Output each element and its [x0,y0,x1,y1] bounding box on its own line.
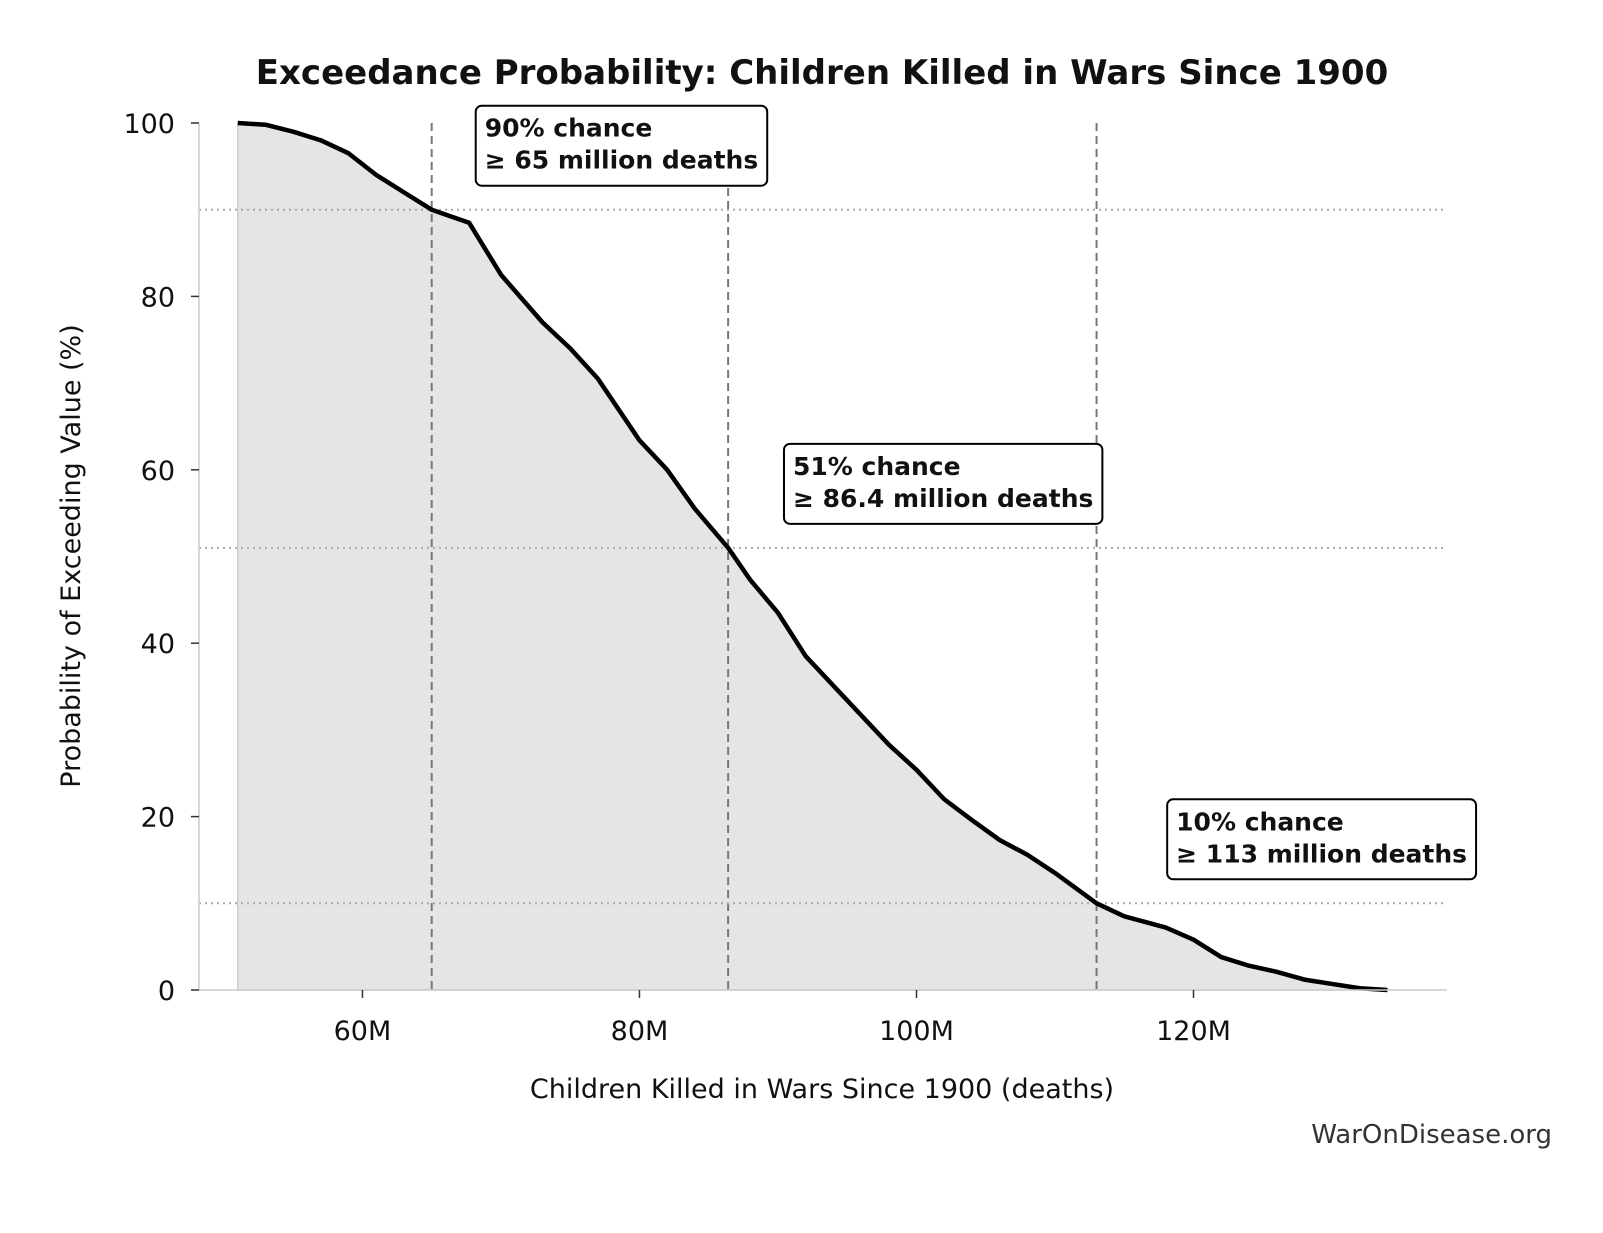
y-axis-label: Probability of Exceeding Value (%) [56,324,87,787]
x-axis-label: Children Killed in Wars Since 1900 (deat… [530,1074,1114,1105]
y-tick-label: 60 [141,456,175,487]
y-tick-label: 0 [158,976,175,1007]
line [237,120,1388,993]
annotation-box [474,104,769,187]
y-tick-label: 40 [141,629,175,660]
chart-title: Exceedance Probability: Children Killed … [256,53,1388,93]
annotation-text: 90% chance [485,114,653,143]
annotation: 90% chance ≥ 65 million deaths [474,104,769,187]
annotation-text: 10% chance [1176,807,1344,836]
annotation: 51% chance ≥ 86.4 million deaths [782,442,1104,525]
x-tick-label: 60M [334,1016,392,1047]
annotation-text: 51% chance [793,452,961,481]
annotation-box [1166,798,1478,881]
y-tick-label: 80 [141,282,175,313]
annotation: 10% chance ≥ 113 million deaths [1166,798,1478,881]
annotation-text: ≥ 86.4 million deaths [793,484,1093,513]
y-tick-label: 100 [123,109,175,140]
source-label: WarOnDisease.org [1311,1120,1552,1150]
annotation-box [782,442,1104,525]
x-tick-label: 80M [611,1016,669,1047]
annotation-text: ≥ 65 million deaths [485,146,758,175]
x-tick-label: 100M [879,1016,954,1047]
annotation-text: ≥ 113 million deaths [1176,839,1467,868]
y-tick-label: 20 [141,803,175,834]
x-tick-label: 120M [1156,1016,1231,1047]
